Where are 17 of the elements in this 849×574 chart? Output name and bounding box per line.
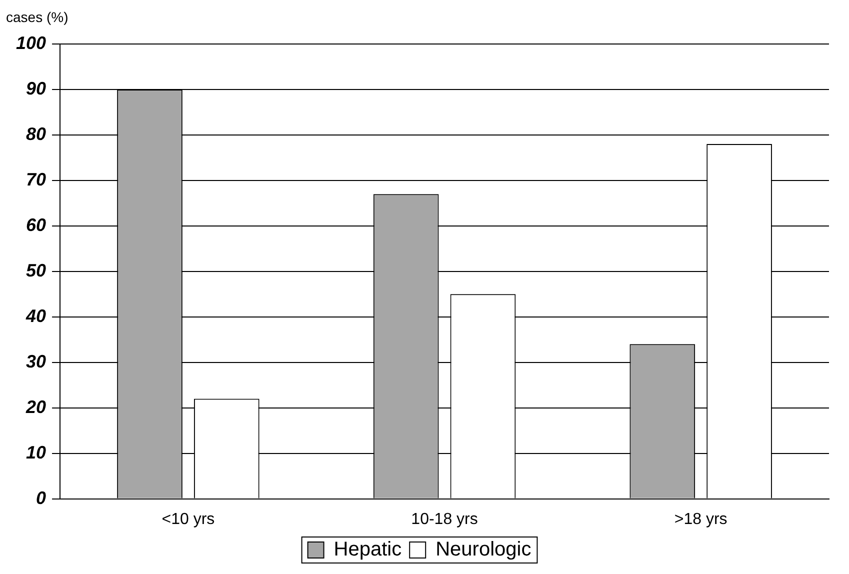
y-tick-label: 60	[26, 214, 46, 235]
y-tick-label: 100	[16, 32, 46, 53]
legend-label: Hepatic	[334, 538, 402, 561]
x-tick-label: <10 yrs	[162, 510, 215, 528]
y-tick-label: 70	[26, 169, 46, 190]
y-axis-title: cases (%)	[6, 8, 68, 25]
y-tick-label: 90	[26, 78, 46, 98]
y-tick-label: 50	[26, 260, 46, 280]
y-tick-label: 40	[25, 306, 46, 326]
x-tick-label: >18 yrs	[674, 510, 728, 528]
x-tick-label: 10-18 yrs	[411, 510, 478, 528]
text: Neurologic	[436, 538, 532, 561]
y-tick-label: 30	[26, 351, 46, 372]
y-tick-label: 80	[26, 124, 46, 144]
y-tick-label: 20	[25, 396, 46, 417]
y-tick-label: 10	[26, 442, 46, 462]
y-tick-label: 0	[36, 488, 46, 508]
